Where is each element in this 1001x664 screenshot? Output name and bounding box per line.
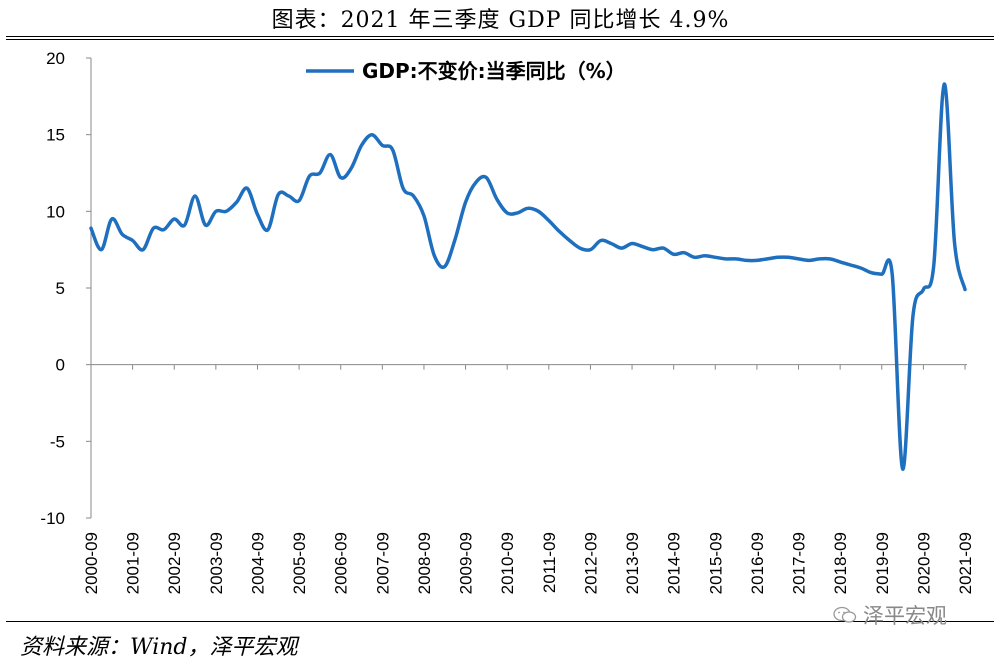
x-tick-label: 2001-09 xyxy=(124,532,143,594)
x-tick-label: 2013-09 xyxy=(623,532,642,594)
x-tick-label: 2012-09 xyxy=(581,532,600,594)
x-tick-label: 2002-09 xyxy=(165,532,184,594)
watermark: 泽平宏观 xyxy=(833,600,947,630)
data-points xyxy=(90,83,966,470)
x-tick-label: 2019-09 xyxy=(873,532,892,594)
gdp-line-chart: -10 -5 0 5 10 15 20 2000-09 2001-09 2002-09 2003-… xyxy=(40,49,975,594)
y-tick-labels: -10 -5 0 5 10 15 20 xyxy=(40,49,65,528)
x-tick-label: 2016-09 xyxy=(748,532,767,594)
y-tick-label: -5 xyxy=(50,432,65,451)
x-tick-label: 2009-09 xyxy=(457,532,476,594)
x-tick-label: 2010-09 xyxy=(498,532,517,594)
y-tick-label: -10 xyxy=(40,509,65,528)
axes xyxy=(86,57,967,519)
title-rule xyxy=(6,36,994,37)
x-tick-label: 2006-09 xyxy=(332,532,351,594)
x-tick-label: 2008-09 xyxy=(415,532,434,594)
footer-rule xyxy=(6,621,994,622)
x-tick-label: 2018-09 xyxy=(831,532,850,594)
x-tick-label: 2015-09 xyxy=(706,532,725,594)
y-tick-label: 0 xyxy=(56,356,65,375)
title-rule-inner xyxy=(6,39,994,40)
x-tick-label: 2007-09 xyxy=(373,532,392,594)
x-tick-label: 2003-09 xyxy=(207,532,226,594)
series-line-gdp xyxy=(89,82,967,471)
wechat-icon xyxy=(833,606,857,623)
legend-label: GDP:不变价:当季同比（%） xyxy=(362,59,626,83)
y-tick-label: 15 xyxy=(46,126,65,145)
chart-title: 图表：2021 年三季度 GDP 同比增长 4.9% xyxy=(271,8,730,33)
x-tick-label: 2005-09 xyxy=(290,532,309,594)
x-tick-label: 2020-09 xyxy=(914,532,933,594)
x-tick-label: 2011-09 xyxy=(540,532,559,593)
x-tick-label: 2021-09 xyxy=(956,532,975,594)
legend: GDP:不变价:当季同比（%） xyxy=(306,59,626,83)
x-tick-label: 2017-09 xyxy=(790,532,809,594)
y-tick-label: 20 xyxy=(46,49,65,68)
y-tick-label: 5 xyxy=(56,279,65,298)
x-tick-label: 2004-09 xyxy=(248,532,267,594)
source-note: 资料来源：Wind，泽平宏观 xyxy=(20,635,298,660)
y-tick-label: 10 xyxy=(46,202,65,221)
x-tick-labels: 2000-09 2001-09 2002-09 2003-09 2004-09 2005-… xyxy=(82,532,975,594)
x-tick-label: 2014-09 xyxy=(665,532,684,594)
x-tick-label: 2000-09 xyxy=(82,532,101,594)
watermark-text: 泽平宏观 xyxy=(863,604,947,628)
